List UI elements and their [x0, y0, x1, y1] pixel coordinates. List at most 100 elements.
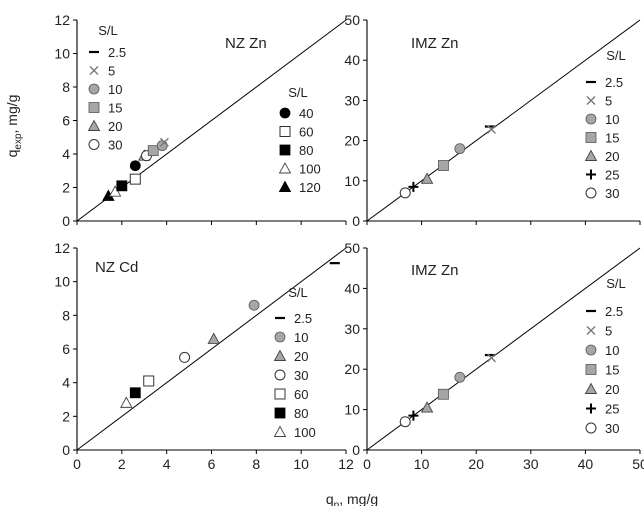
legend-marker — [584, 382, 598, 394]
data-point — [399, 416, 411, 428]
y-tick-label: 50 — [344, 240, 360, 256]
legend-marker — [89, 66, 99, 75]
legend-label: 30 — [108, 138, 122, 153]
panel-bottom-right: 0 10 20 30 40 50 0 10 20 30 40 50 IMZ Zn S/L 2.5 5 10 15 2… — [344, 240, 644, 472]
legend-label: 40 — [299, 106, 313, 121]
y-tick-label: 8 — [62, 307, 70, 323]
legend-label: 25 — [605, 168, 619, 183]
y-tick-label: 10 — [344, 402, 360, 418]
legend-label: 60 — [299, 125, 313, 140]
legend-label: 20 — [605, 382, 619, 397]
x-tick-label: 20 — [468, 456, 484, 472]
y-axis-label: qexp, mg/g — [4, 95, 24, 158]
data-point — [143, 375, 155, 387]
x-tick-label: 4 — [163, 456, 171, 472]
legend-marker — [584, 149, 598, 161]
legend-marker — [586, 326, 596, 335]
y-tick-label: 30 — [344, 92, 360, 108]
data-point — [420, 172, 434, 184]
x-tick-label: 12 — [338, 456, 354, 472]
data-point — [454, 143, 466, 155]
legend-marker — [585, 113, 597, 125]
y-tick-label: 20 — [344, 361, 360, 377]
y-tick-label: 2 — [62, 408, 70, 424]
y-tick-label: 6 — [62, 113, 70, 129]
legend-marker — [274, 388, 286, 400]
panel-title: IMZ Zn — [411, 262, 459, 279]
y-tick-label: 4 — [62, 375, 70, 391]
legend-marker — [274, 369, 286, 381]
data-point — [408, 410, 419, 421]
legend-marker — [586, 403, 596, 414]
legend-label: 15 — [605, 363, 619, 378]
legend-marker — [586, 169, 596, 180]
x-tick-label: 2 — [118, 456, 126, 472]
x-tick-label: 40 — [578, 456, 594, 472]
legend-label: 120 — [299, 180, 321, 195]
y-tick-label: 20 — [344, 133, 360, 149]
y-tick-label: 30 — [344, 321, 360, 337]
x-tick-label: 0 — [73, 456, 81, 472]
panel-top-left: 0 2 4 6 8 10 12 NZ Zn S/L 2.5 5 10 15 20 30 S/L 40 60 80 10… — [54, 12, 347, 229]
legend-label: 20 — [605, 149, 619, 164]
legend-label: 2.5 — [108, 45, 126, 60]
y-tick-label: 0 — [62, 442, 70, 458]
legend-label: 30 — [605, 186, 619, 201]
legend-label: 2.5 — [605, 304, 623, 319]
y-tick-label: 10 — [344, 173, 360, 189]
data-point — [156, 140, 168, 152]
legend-marker — [273, 425, 287, 437]
legend-label: 80 — [294, 406, 308, 421]
legend-title: S/L — [288, 85, 308, 100]
data-point — [147, 145, 159, 157]
legend-marker — [88, 102, 100, 113]
legend-label: 10 — [605, 112, 619, 127]
data-point — [129, 173, 141, 185]
legend-label: 80 — [299, 143, 313, 158]
legend-marker — [273, 349, 287, 361]
y-tick-label: 50 — [344, 12, 360, 28]
data-point — [486, 124, 496, 134]
legend-marker — [585, 344, 597, 356]
legend-label: 60 — [294, 387, 308, 402]
legend-label: 10 — [605, 343, 619, 358]
y-tick-label: 12 — [54, 12, 70, 28]
legend-label: 2.5 — [294, 311, 312, 326]
legend-marker — [274, 407, 286, 419]
y-tick-label: 40 — [344, 280, 360, 296]
data-point — [129, 387, 141, 399]
legend-label: 30 — [605, 421, 619, 436]
y-tick-label: 4 — [62, 146, 70, 162]
panel-title: NZ Zn — [225, 35, 267, 52]
legend-label: 20 — [294, 349, 308, 364]
x-tick-label: 10 — [293, 456, 309, 472]
data-point — [120, 396, 133, 408]
x-tick-label: 50 — [632, 456, 644, 472]
legend-label: 100 — [299, 162, 321, 177]
legend-marker — [585, 364, 597, 375]
y-tick-label: 6 — [62, 341, 70, 357]
legend-label: 2.5 — [605, 75, 623, 90]
legend-marker — [279, 107, 291, 119]
legend-label: 15 — [605, 131, 619, 146]
panel-top-right: 0 10 20 30 40 50 IMZ Zn S/L 2.5 5 10 15 20 25 30 — [344, 12, 641, 229]
y-tick-label: 10 — [54, 46, 70, 62]
y-tick-label: 0 — [352, 442, 360, 458]
data-point — [207, 332, 221, 344]
y-tick-label: 40 — [344, 52, 360, 68]
legend-marker — [278, 162, 292, 174]
x-tick-label: 10 — [414, 456, 430, 472]
x-tick-label: 0 — [363, 456, 371, 472]
legend-marker — [87, 119, 101, 131]
y-tick-label: 8 — [62, 79, 70, 95]
data-point — [399, 187, 411, 199]
legend-label: 5 — [605, 324, 612, 339]
legend-label: 10 — [294, 330, 308, 345]
legend-title: S/L — [606, 276, 626, 291]
legend-marker — [88, 139, 100, 150]
data-point — [454, 371, 466, 383]
x-tick-label: 6 — [208, 456, 216, 472]
data-point — [408, 181, 419, 192]
legend-marker — [585, 187, 597, 199]
